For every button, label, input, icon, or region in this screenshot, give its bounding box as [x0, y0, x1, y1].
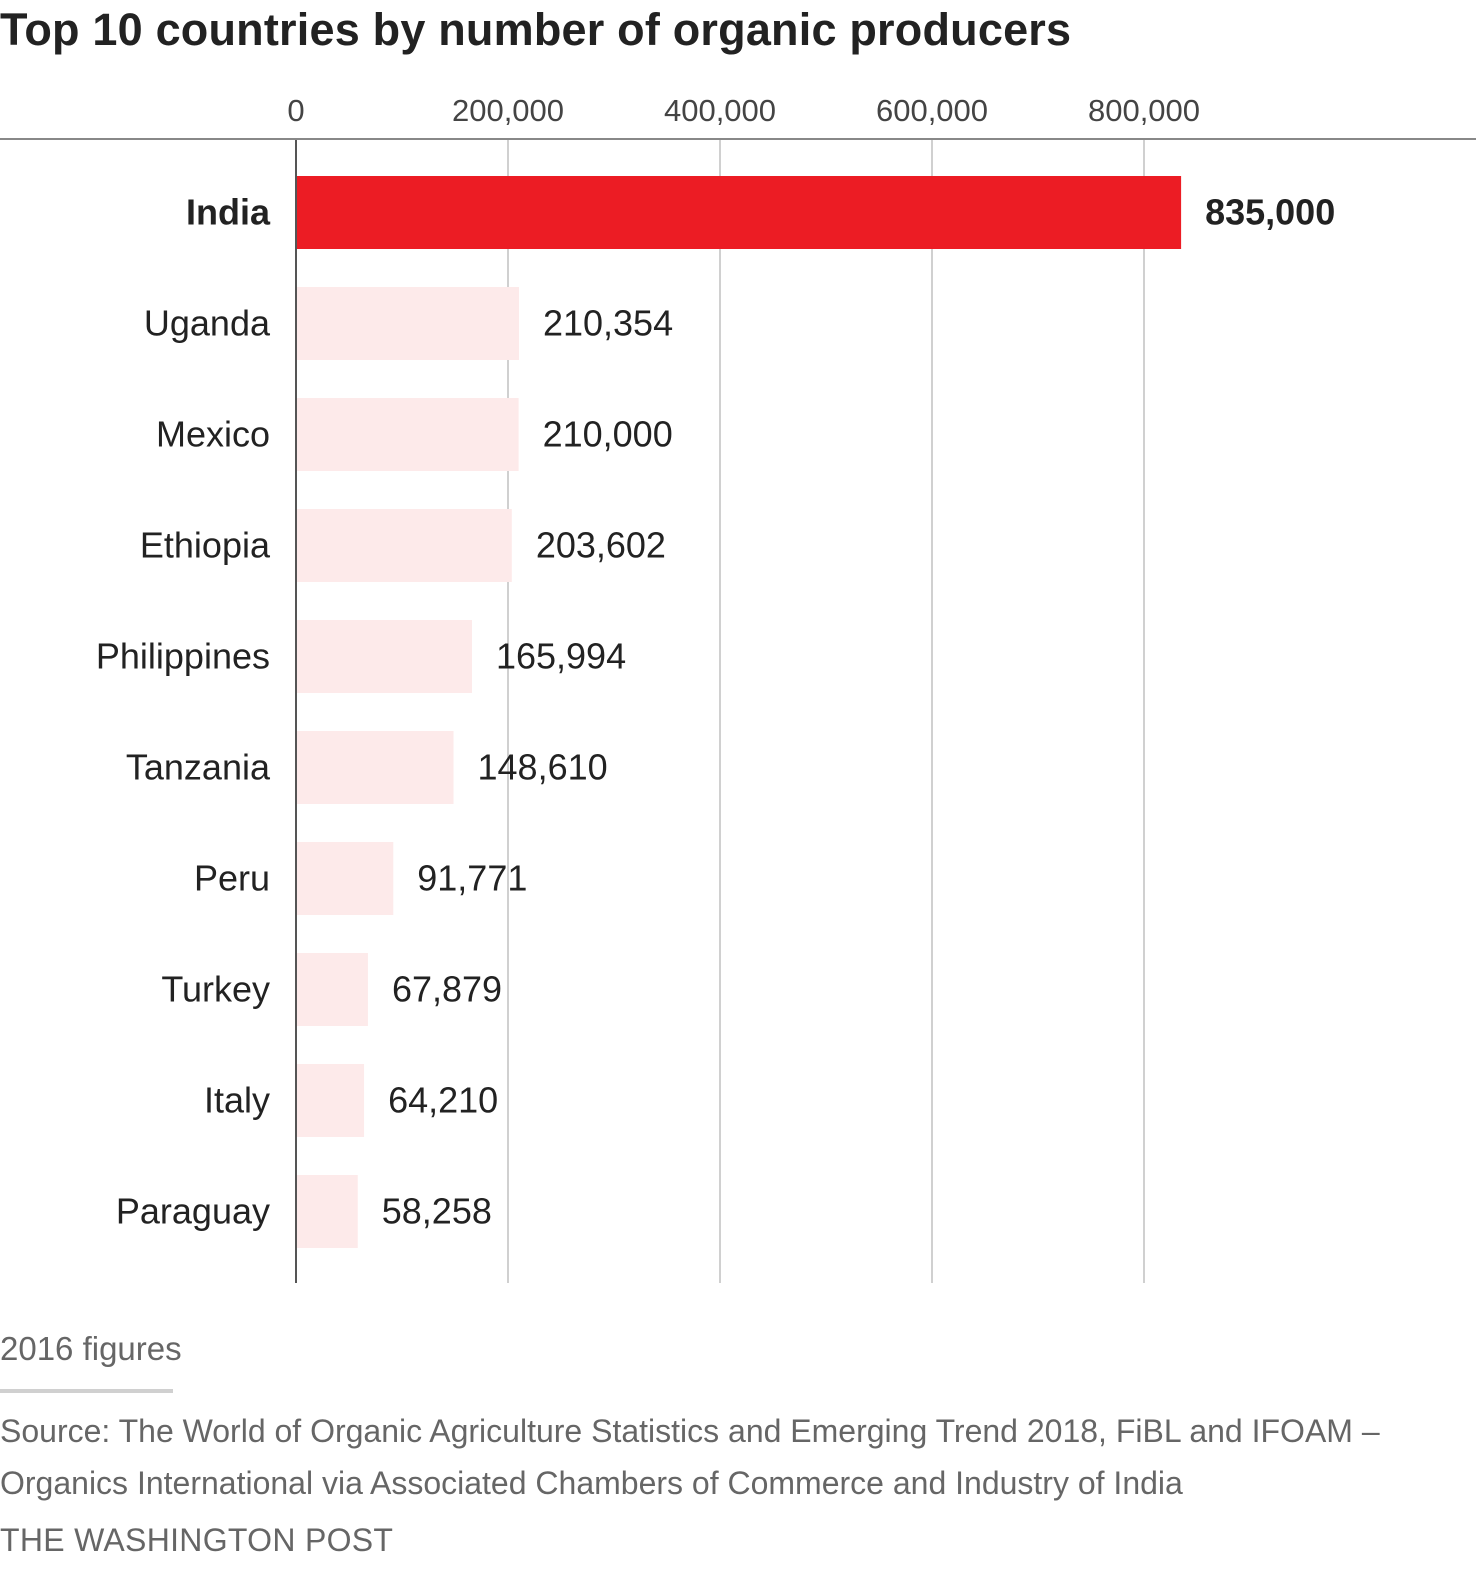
value-label: 835,000 — [1205, 192, 1335, 233]
bar-chart: 0 200,000 400,000 600,000 800,000 India 835,00… — [0, 93, 1476, 1283]
category-label: Italy — [204, 1080, 270, 1121]
value-label: 67,879 — [392, 969, 502, 1010]
category-label: Tanzania — [126, 747, 271, 788]
x-tick-label: 400,000 — [664, 93, 776, 128]
source-text: Source: The World of Organic Agriculture… — [0, 1413, 1380, 1501]
category-label: Paraguay — [116, 1191, 270, 1232]
x-tick-label: 200,000 — [452, 93, 564, 128]
bar-uganda — [296, 287, 519, 360]
bar-turkey — [296, 953, 368, 1026]
bar-paraguay — [296, 1175, 358, 1248]
x-tick-label: 800,000 — [1088, 93, 1200, 128]
category-label: Ethiopia — [140, 525, 271, 566]
category-label: Mexico — [156, 414, 270, 455]
bar-italy — [296, 1064, 365, 1137]
note-divider — [0, 1389, 173, 1393]
bar-tanzania — [296, 731, 454, 804]
value-label: 210,354 — [543, 303, 673, 344]
category-label: Uganda — [144, 303, 271, 344]
credit-text: THE WASHINGTON POST — [0, 1522, 394, 1558]
bar-mexico — [296, 398, 519, 471]
chart-title: Top 10 countries by number of organic pr… — [0, 4, 1072, 55]
category-label: India — [186, 192, 271, 233]
value-label: 64,210 — [388, 1080, 498, 1121]
bar-philippines — [296, 620, 472, 693]
value-label: 58,258 — [382, 1191, 492, 1232]
category-label: Peru — [194, 858, 270, 899]
value-label: 210,000 — [543, 414, 673, 455]
bar-india — [296, 176, 1182, 249]
bar-ethiopia — [296, 509, 512, 582]
bar-peru — [296, 842, 394, 915]
category-label: Turkey — [161, 969, 270, 1010]
value-label: 91,771 — [417, 858, 527, 899]
chart-note: 2016 figures — [0, 1330, 182, 1367]
x-tick-label: 0 — [287, 93, 304, 128]
value-label: 203,602 — [536, 525, 666, 566]
x-tick-label: 600,000 — [876, 93, 988, 128]
category-label: Philippines — [96, 636, 270, 677]
value-label: 165,994 — [496, 636, 626, 677]
value-label: 148,610 — [478, 747, 608, 788]
